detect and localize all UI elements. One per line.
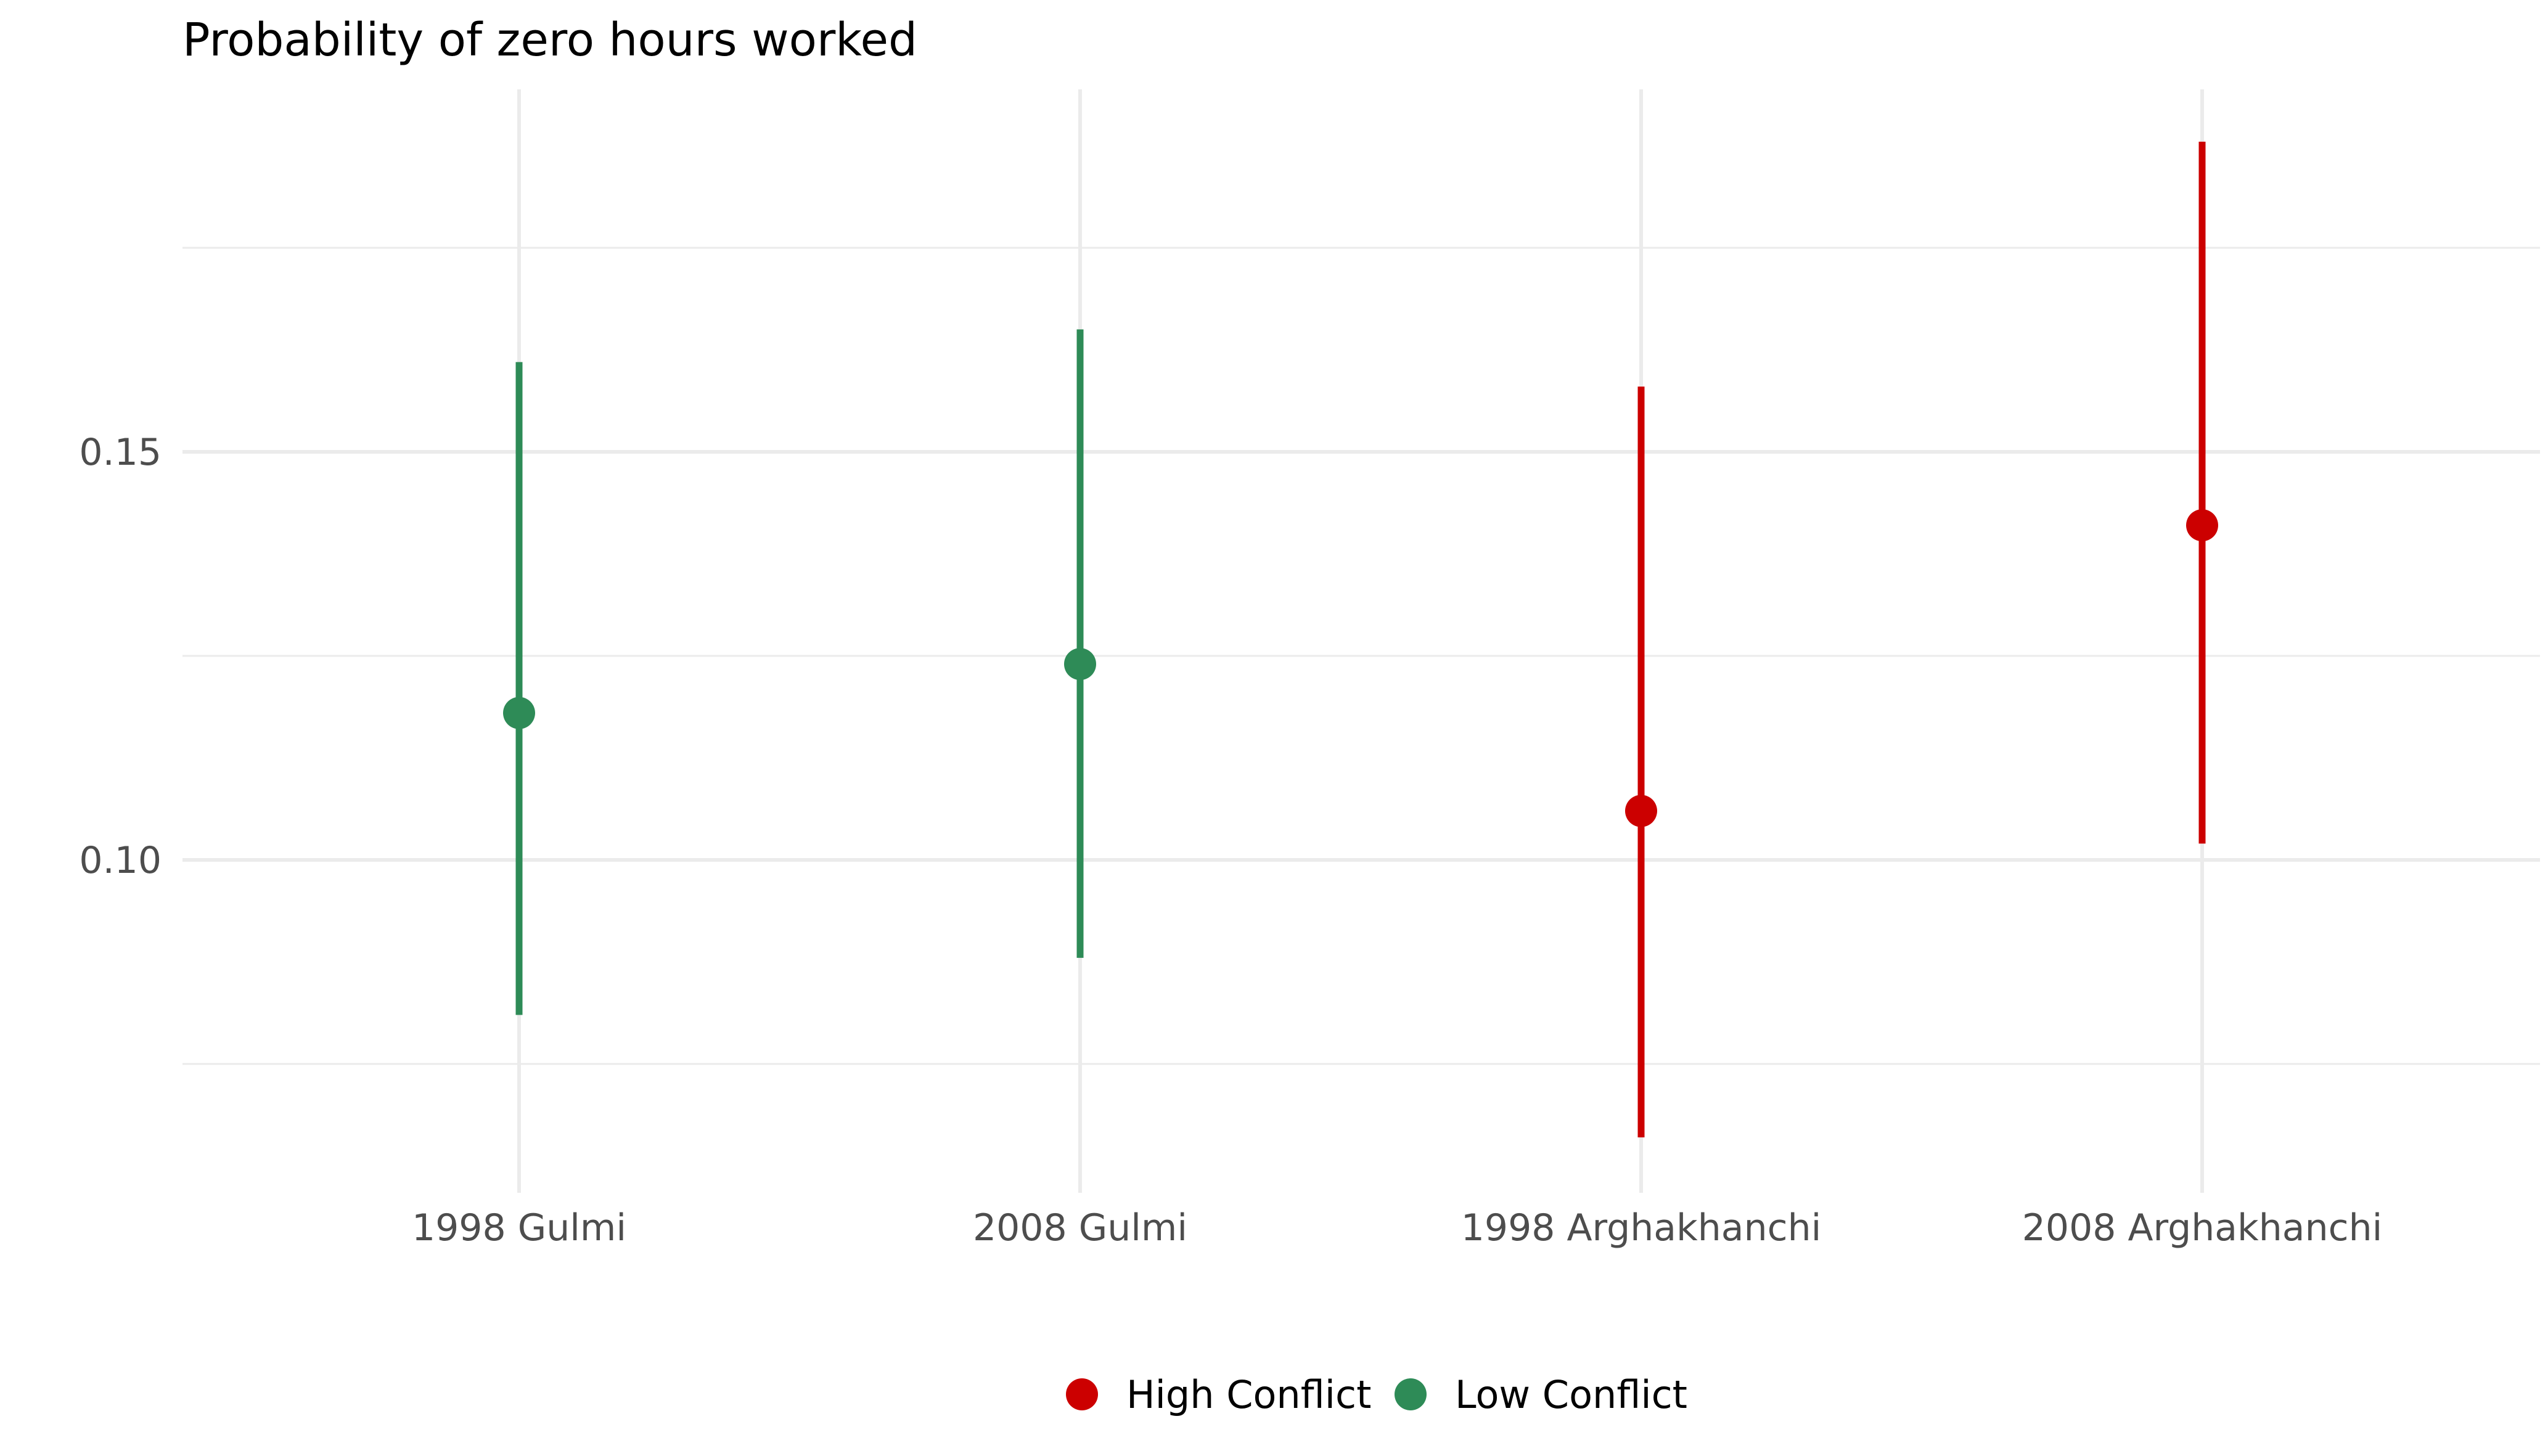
legend-key	[1066, 1378, 1098, 1410]
point-estimate	[2186, 509, 2218, 542]
x-tick-label: 1998 Gulmi	[412, 1206, 626, 1249]
chart-title: Probability of zero hours worked	[182, 14, 917, 67]
x-tick-label: 2008 Arghakhanchi	[2022, 1206, 2383, 1249]
legend-label: Low Conflict	[1455, 1372, 1687, 1417]
x-tick-label: 2008 Gulmi	[973, 1206, 1187, 1249]
plot-marks	[503, 141, 2218, 1138]
point-estimate	[1064, 648, 1096, 681]
x-axis-ticks: 1998 Gulmi 2008 Gulmi 1998 Arghakhanchi 200…	[412, 1206, 2382, 1249]
y-axis-ticks: 0.10 0.15	[79, 431, 162, 882]
point-estimate	[1625, 795, 1657, 827]
x-tick-label: 1998 Arghakhanchi	[1461, 1206, 1822, 1249]
gridlines	[182, 89, 2540, 1193]
point-estimate	[503, 697, 535, 729]
y-tick-label: 0.10	[79, 839, 162, 882]
legend-key	[1395, 1378, 1427, 1410]
y-tick-label: 0.15	[79, 431, 162, 474]
legend-label: High Conflict	[1126, 1372, 1371, 1417]
legend: High Conflict Low Conflict	[1066, 1372, 1687, 1417]
